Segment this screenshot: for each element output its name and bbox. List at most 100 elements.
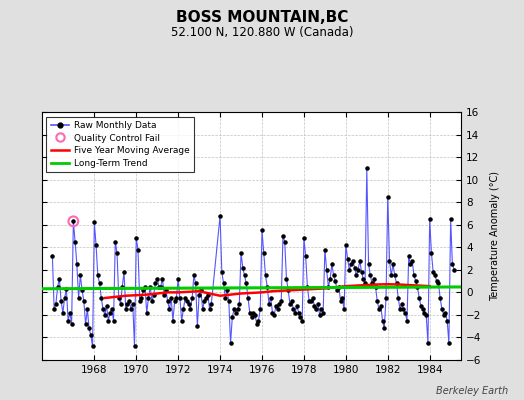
Point <box>62 286 71 292</box>
Point <box>123 300 132 307</box>
Point <box>398 300 406 307</box>
Point <box>128 300 137 307</box>
Point <box>139 287 147 293</box>
Point <box>76 272 84 279</box>
Point <box>268 310 277 316</box>
Point <box>130 343 139 350</box>
Point <box>390 272 399 279</box>
Legend: Raw Monthly Data, Quality Control Fail, Five Year Moving Average, Long-Term Tren: Raw Monthly Data, Quality Control Fail, … <box>47 116 194 172</box>
Point <box>359 276 367 282</box>
Point <box>238 264 247 271</box>
Point <box>64 317 72 324</box>
Point <box>384 193 392 200</box>
Point <box>333 287 341 293</box>
Point <box>296 314 304 320</box>
Point <box>247 314 256 320</box>
Point <box>291 310 299 316</box>
Point <box>190 272 198 279</box>
Point <box>415 295 423 301</box>
Point <box>83 306 92 312</box>
Point <box>312 306 320 312</box>
Point <box>410 272 418 279</box>
Point <box>200 298 209 304</box>
Point <box>445 340 453 346</box>
Point <box>52 300 60 307</box>
Point <box>431 272 439 279</box>
Point <box>331 278 340 284</box>
Point <box>369 276 378 282</box>
Point <box>309 295 317 301</box>
Point <box>235 300 244 307</box>
Point <box>50 306 58 312</box>
Point <box>408 258 417 264</box>
Point <box>429 269 438 275</box>
Point <box>207 300 215 307</box>
Point <box>382 295 390 301</box>
Point <box>366 272 375 279</box>
Point <box>176 295 184 301</box>
Point <box>170 298 179 304</box>
Point <box>275 300 283 307</box>
Point <box>403 317 411 324</box>
Point <box>146 284 155 290</box>
Point <box>298 317 307 324</box>
Point <box>186 306 194 312</box>
Point <box>155 284 163 290</box>
Point <box>148 298 156 304</box>
Point <box>137 295 146 301</box>
Point <box>307 298 315 304</box>
Point <box>78 287 86 293</box>
Point <box>450 267 458 273</box>
Point <box>232 310 240 316</box>
Text: BOSS MOUNTAIN,BC: BOSS MOUNTAIN,BC <box>176 10 348 25</box>
Point <box>396 306 404 312</box>
Point <box>125 298 134 304</box>
Point <box>425 216 434 222</box>
Point <box>183 298 191 304</box>
Point <box>277 298 286 304</box>
Point <box>55 276 63 282</box>
Point <box>144 295 152 301</box>
Point <box>253 321 261 327</box>
Point <box>263 284 271 290</box>
Point <box>265 300 273 307</box>
Text: 52.100 N, 120.880 W (Canada): 52.100 N, 120.880 W (Canada) <box>171 26 353 39</box>
Point <box>294 310 303 316</box>
Point <box>436 295 444 301</box>
Point <box>60 295 69 301</box>
Point <box>204 292 212 298</box>
Point <box>74 295 83 301</box>
Point <box>378 317 387 324</box>
Point <box>167 295 176 301</box>
Point <box>107 306 116 312</box>
Point <box>94 272 102 279</box>
Point <box>280 238 289 245</box>
Point <box>199 306 207 312</box>
Point <box>85 325 93 332</box>
Point <box>345 267 354 273</box>
Point <box>314 300 322 307</box>
Point <box>223 287 231 293</box>
Point <box>69 218 78 224</box>
Point <box>387 272 396 279</box>
Point <box>89 343 97 350</box>
Point <box>259 250 268 256</box>
Point <box>258 227 266 234</box>
Point <box>330 272 338 279</box>
Point <box>389 261 397 267</box>
Point <box>413 284 422 290</box>
Point <box>340 306 348 312</box>
Point <box>284 287 292 293</box>
Point <box>434 280 443 286</box>
Point <box>279 233 287 239</box>
Point <box>81 321 90 327</box>
Point <box>256 306 265 312</box>
Point <box>69 218 78 224</box>
Point <box>230 306 238 312</box>
Point <box>440 312 448 318</box>
Point <box>157 284 165 290</box>
Point <box>217 269 226 275</box>
Point <box>59 310 67 316</box>
Point <box>195 292 203 298</box>
Point <box>179 306 188 312</box>
